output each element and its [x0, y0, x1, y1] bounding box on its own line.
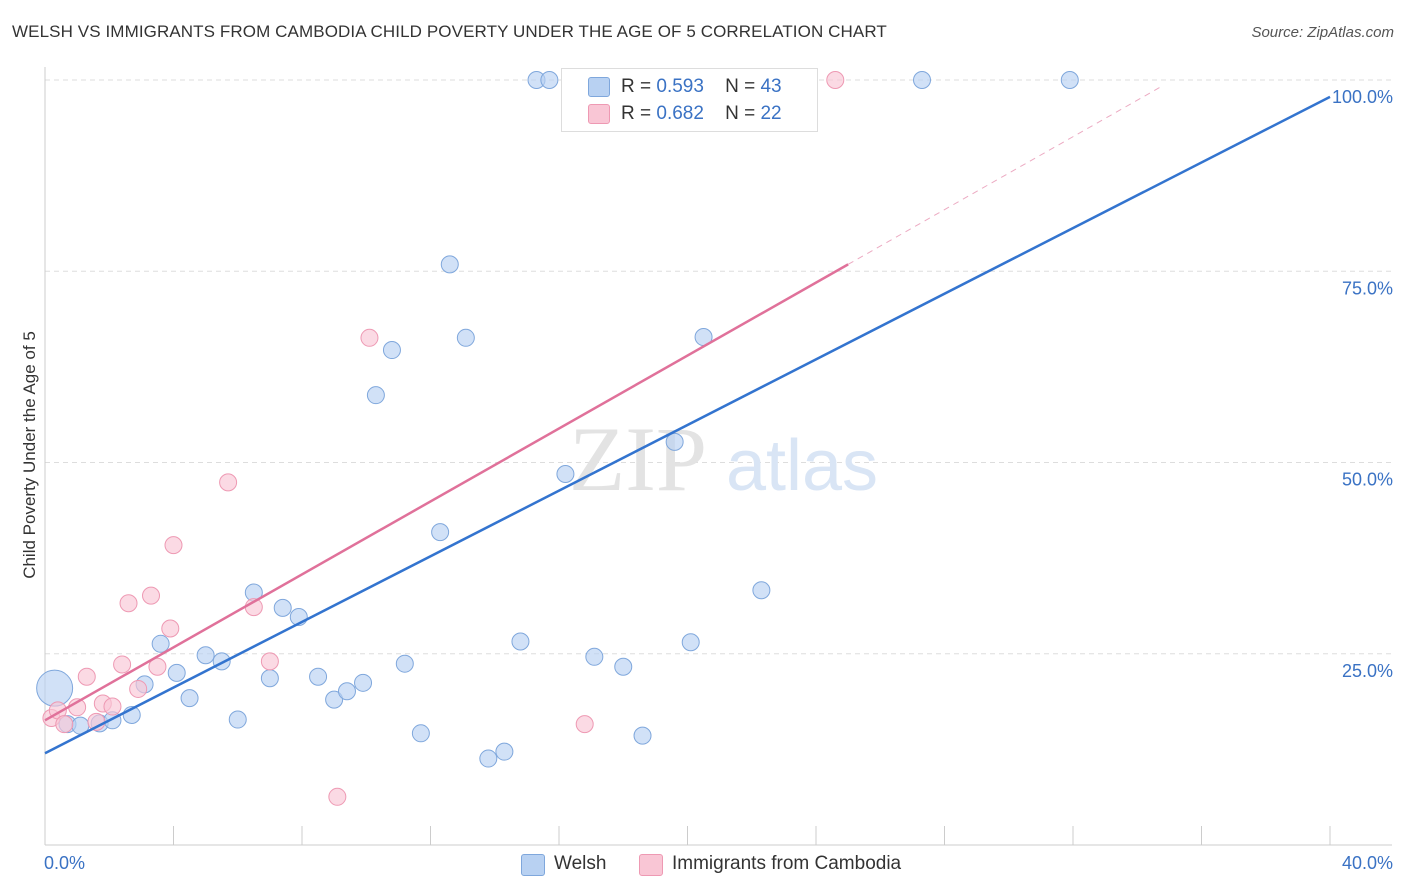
welsh-point-40 [752, 581, 771, 600]
watermark-zip: ZIP [569, 408, 707, 510]
cambodia-point-19 [360, 328, 379, 347]
welsh-point-37 [665, 432, 684, 451]
cambodia-point-14 [164, 536, 183, 555]
cambodia-point-9 [119, 594, 138, 613]
legend-swatch-welsh [588, 77, 610, 97]
legend-n-value-welsh: 43 [760, 76, 782, 97]
welsh-point-12 [228, 710, 247, 729]
cambodia-point-7 [103, 697, 122, 716]
y-tick-label-25: 25.0% [1342, 661, 1393, 681]
welsh-point-35 [614, 657, 633, 676]
series-label-welsh: Welsh [554, 853, 607, 874]
chart-title: WELSH VS IMMIGRANTS FROM CAMBODIA CHILD … [12, 22, 887, 41]
welsh-point-19 [337, 682, 356, 701]
cambodia-point-11 [142, 586, 161, 605]
legend-r-value-welsh: 0.593 [656, 76, 704, 97]
welsh-point-34 [585, 647, 604, 666]
welsh-point-21 [366, 386, 385, 405]
series-legend: Welsh Immigrants from Cambodia [0, 852, 1406, 878]
legend-n-value-cambodia: 22 [760, 103, 782, 124]
legend-r-value-cambodia: 0.682 [656, 103, 704, 124]
cambodia-trend-line [44, 263, 849, 722]
cambodia-point-13 [161, 619, 180, 638]
cambodia-point-8 [113, 655, 132, 674]
cambodia-point-17 [260, 652, 279, 671]
cambodia-point-2 [55, 715, 74, 734]
x-tick-label-min: 0.0% [44, 853, 85, 873]
grid-layer [45, 79, 1392, 655]
y-tick-label-100: 100.0% [1332, 87, 1393, 107]
cambodia-point-15 [219, 473, 238, 492]
welsh-point-25 [431, 523, 450, 542]
legend-n-label: N = [725, 103, 756, 124]
welsh-point-20 [354, 673, 373, 692]
welsh-point-30 [511, 632, 530, 651]
welsh-point-15 [273, 598, 292, 617]
welsh-point-36 [633, 726, 652, 745]
tick-labels: 25.0% 50.0% 75.0% 100.0% 0.0% 40.0% [44, 87, 1393, 873]
series-swatch-cambodia [639, 854, 663, 876]
cambodia-point-21 [826, 71, 845, 89]
welsh-point-28 [479, 749, 498, 768]
welsh-point-0 [36, 669, 74, 707]
x-tick-label-max: 40.0% [1342, 853, 1393, 873]
welsh-point-38 [681, 633, 700, 652]
welsh-point-9 [180, 689, 199, 708]
legend-r-label: R = [621, 76, 652, 97]
welsh-point-32 [540, 71, 559, 89]
welsh-point-8 [167, 663, 186, 682]
series-swatch-welsh [521, 854, 545, 876]
watermark-atlas: atlas [726, 426, 878, 506]
welsh-trend-line [44, 95, 1331, 755]
cambodia-point-10 [129, 679, 148, 698]
watermark: ZIP atlas [569, 408, 878, 510]
axis-layer [44, 67, 1392, 846]
source-label: Source: ZipAtlas.com [1251, 24, 1394, 41]
y-tick-label-50: 50.0% [1342, 470, 1393, 490]
cambodia-point-4 [77, 667, 96, 686]
welsh-point-22 [382, 341, 401, 360]
welsh-point-27 [456, 328, 475, 347]
points-layer [36, 71, 1079, 806]
legend-r-label: R = [621, 103, 652, 124]
cambodia-trend-extension [847, 85, 1164, 265]
welsh-point-26 [440, 255, 459, 274]
cambodia-point-20 [575, 715, 594, 734]
welsh-point-29 [495, 742, 514, 761]
welsh-point-23 [395, 654, 414, 673]
trend-layer [44, 85, 1331, 755]
series-label-cambodia: Immigrants from Cambodia [672, 853, 902, 874]
welsh-point-41 [913, 71, 932, 89]
welsh-point-24 [411, 724, 430, 743]
legend-n-label: N = [725, 76, 756, 97]
welsh-point-18 [325, 690, 344, 709]
correlation-legend: R = 0.593 N = 43 R = 0.682 N = 22 [561, 68, 818, 132]
welsh-point-7 [151, 634, 170, 653]
cambodia-point-18 [328, 787, 347, 806]
legend-swatch-cambodia [588, 104, 610, 124]
welsh-point-42 [1060, 71, 1079, 89]
welsh-point-33 [556, 464, 575, 483]
cambodia-point-12 [148, 657, 167, 676]
y-tick-label-75: 75.0% [1342, 278, 1393, 298]
welsh-point-14 [260, 669, 279, 688]
welsh-point-17 [309, 667, 328, 686]
welsh-point-10 [196, 646, 215, 665]
